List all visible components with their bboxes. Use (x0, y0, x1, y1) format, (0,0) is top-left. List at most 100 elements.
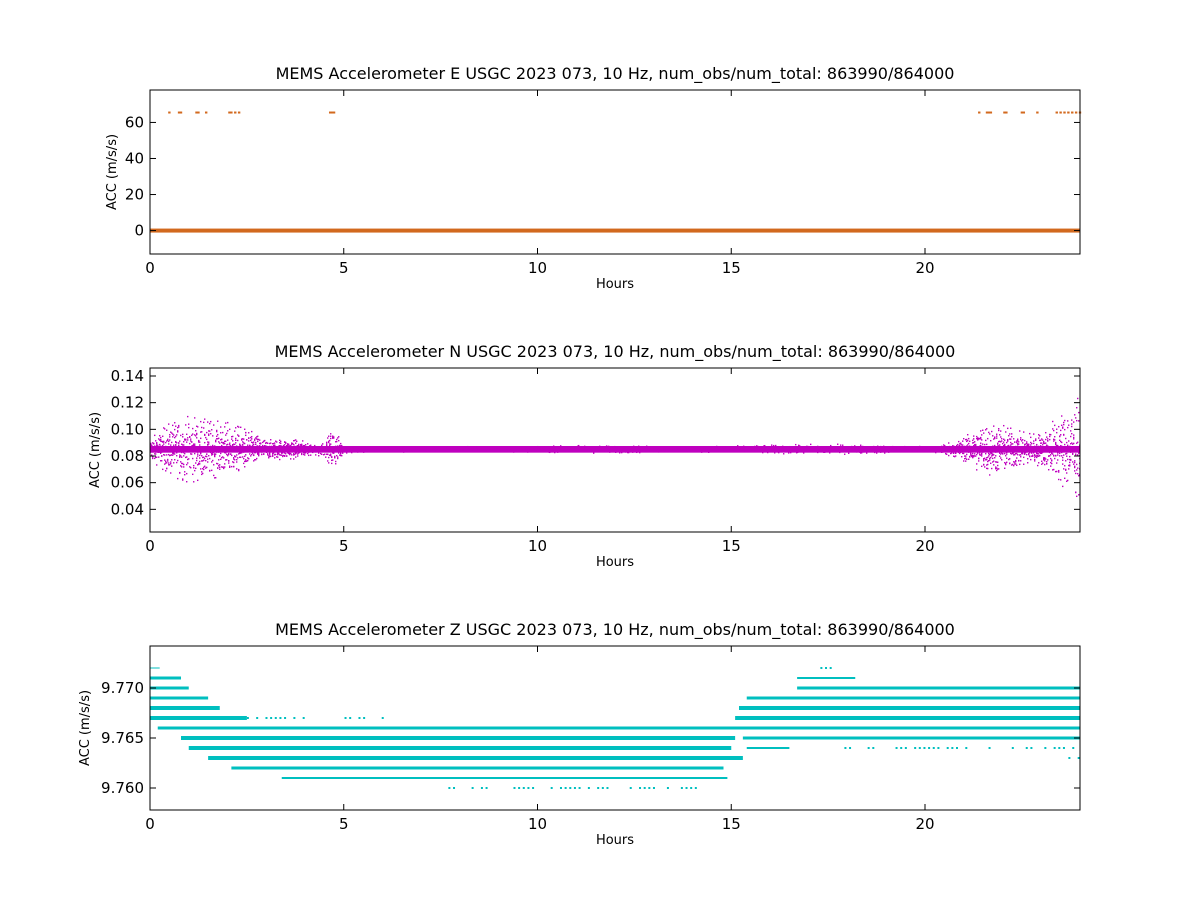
panel-n-noise-point (1073, 438, 1075, 440)
panel-n-noise-point (702, 446, 704, 449)
panel-n-noise-point (187, 447, 189, 450)
panel-n-noise-point (223, 448, 225, 451)
panel-n-noise-point (493, 450, 495, 452)
panel-n-noise-point (328, 456, 330, 459)
panel-n-noise-point (717, 447, 719, 450)
panel-n-noise-point (1056, 444, 1058, 447)
panel-n-noise-point (813, 446, 815, 448)
panel-n-noise-point (203, 427, 205, 429)
panel-n-noise-point (657, 449, 659, 452)
panel-n-noise-point (237, 425, 239, 428)
panel-n-noise-point (744, 451, 746, 453)
panel-n-noise-point (359, 447, 361, 450)
panel-n-noise-point (818, 447, 820, 450)
panel-n-noise-point (1046, 463, 1048, 465)
panel-n-noise-point (329, 443, 331, 445)
panel-n-noise-point (622, 449, 624, 451)
panel-n-noise-point (948, 454, 950, 457)
panel-n-noise-point (592, 449, 594, 451)
panel-n-noise-point (301, 453, 303, 456)
panel-n-noise-point (682, 449, 684, 451)
panel-n-noise-point (266, 451, 268, 453)
panel-n-noise-point (257, 438, 259, 441)
panel-n-noise-point (819, 450, 821, 452)
panel-n-noise-point (719, 448, 721, 450)
panel-n-noise-point (903, 446, 905, 448)
panel-n-noise-point (483, 447, 485, 450)
panel-n-noise-point (620, 448, 622, 451)
panel-n-noise-point (659, 450, 661, 453)
panel-n-noise-point (278, 447, 280, 450)
panel-n-noise-point (1055, 443, 1057, 446)
panel-n-noise-point (1074, 465, 1076, 467)
panel-n-noise-point (867, 449, 869, 451)
panel-n-noise-point (1060, 429, 1062, 432)
panel-n-noise-point (150, 445, 152, 447)
panel-n-noise-point (964, 446, 966, 448)
panel-n-noise-point (327, 453, 329, 455)
panel-n-noise-point (229, 466, 231, 468)
panel-n-noise-point (281, 446, 283, 449)
panel-n-noise-point (1001, 459, 1003, 461)
panel-n-noise-point (349, 448, 351, 451)
panel-n-noise-point (500, 448, 502, 450)
panel-n-noise-point (956, 445, 958, 448)
panel-n-noise-point (647, 449, 649, 451)
panel-n-noise-point (975, 443, 977, 446)
panel-n-noise-point (874, 450, 876, 452)
panel-n-noise-point (166, 454, 168, 456)
panel-n-noise-point (825, 448, 827, 451)
panel-z-level-point (246, 717, 249, 719)
panel-n-noise-point (878, 446, 880, 449)
panel-n-noise-point (302, 445, 304, 448)
panel-n-noise-point (887, 449, 889, 451)
panel-n-noise-point (208, 443, 210, 445)
panel-n-noise-point (911, 448, 913, 450)
panel-n-noise-point (453, 449, 455, 452)
panel-n-noise-point (298, 449, 300, 451)
panel-n-noise-point (228, 452, 230, 455)
panel-n-noise-point (204, 457, 206, 460)
panel-n-noise-point (456, 449, 458, 451)
panel-n-noise-point (594, 449, 596, 451)
panel-n-noise-point (340, 449, 342, 452)
panel-n-noise-point (557, 448, 559, 451)
panel-n-noise-point (275, 448, 277, 450)
panel-n-noise-point (705, 449, 707, 451)
panel-n-noise-point (712, 449, 714, 451)
panel-n-noise-point (183, 466, 185, 468)
panel-n-noise-point (1064, 477, 1066, 480)
panel-n-noise-point (217, 433, 219, 436)
panel-n-noise-point (682, 450, 684, 453)
panel-n-noise-point (732, 448, 734, 450)
panel-n-noise-point (976, 463, 978, 465)
panel-n-noise-point (398, 449, 400, 451)
panel-n-noise-point (633, 445, 635, 447)
panel-e: MEMS Accelerometer E USGC 2023 073, 10 H… (105, 64, 1082, 292)
panel-n-noise-point (999, 444, 1001, 446)
panel-n-noise-point (450, 448, 452, 451)
panel-n-noise-point (843, 448, 845, 451)
panel-n-noise-point (468, 448, 470, 451)
panel-n-noise-point (432, 448, 434, 450)
panel-n-noise-point (472, 447, 474, 450)
panel-z-level-segment (281, 777, 728, 779)
panel-n-noise-point (653, 451, 655, 453)
panel-z-level-point (358, 717, 361, 719)
panel-n-noise-point (484, 448, 486, 450)
panel-n-noise-point (270, 439, 272, 441)
panel-n-noise-point (1050, 457, 1052, 460)
panel-n-noise-point (1030, 436, 1032, 439)
panel-n-noise-point (211, 469, 213, 472)
panel-n-noise-point (219, 446, 221, 448)
panel-n-noise-point (969, 448, 971, 450)
panel-n-noise-point (233, 457, 235, 459)
panel-n-noise-point (774, 449, 776, 452)
panel-n-noise-point (505, 449, 507, 451)
panel-n-noise-point (397, 448, 399, 450)
panel-n-noise-point (829, 452, 831, 454)
panel-n-noise-point (1035, 455, 1037, 457)
panel-e-spike-point (1063, 111, 1066, 114)
panel-n-noise-point (257, 445, 259, 447)
panel-n-noise-point (158, 438, 160, 440)
